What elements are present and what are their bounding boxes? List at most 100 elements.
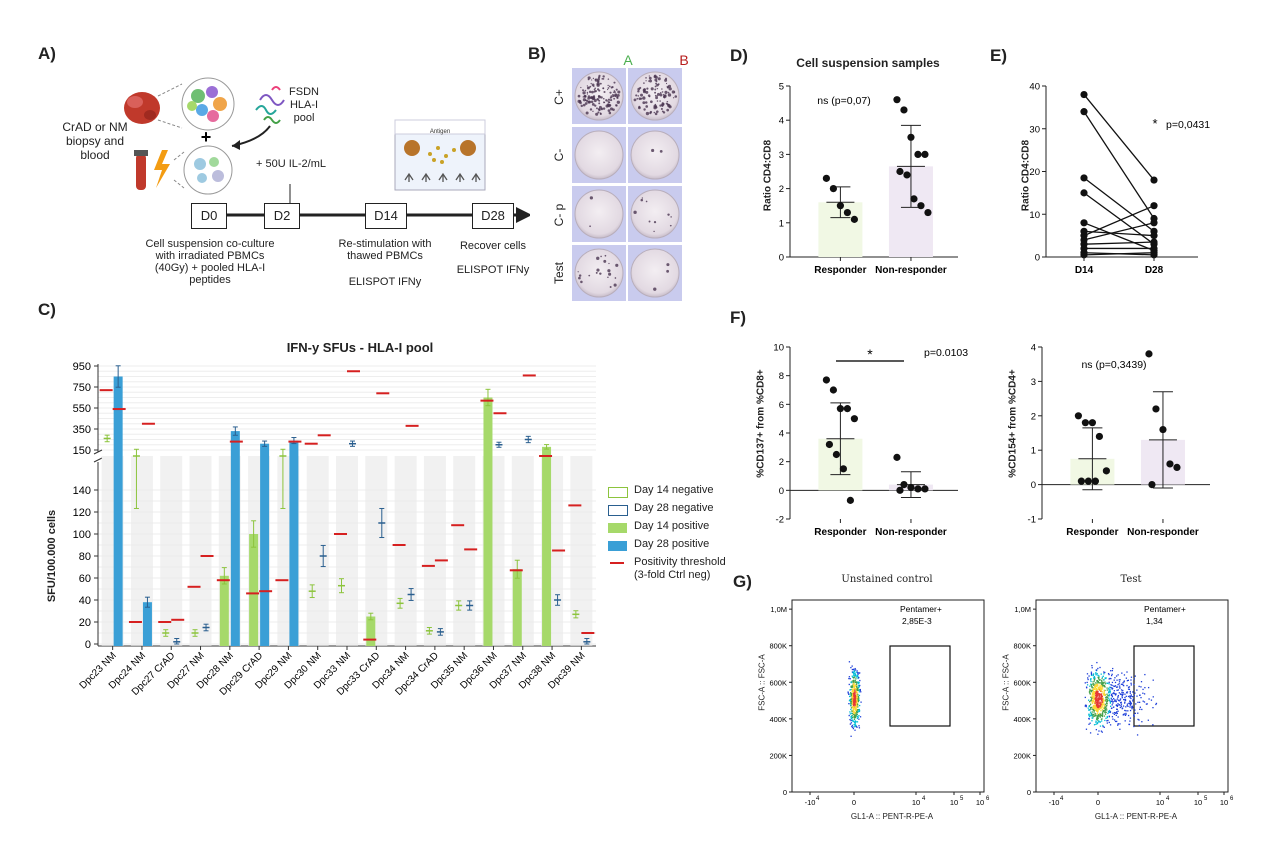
flow-event [854,681,857,684]
flow-event [852,680,855,682]
flow-event [1097,697,1100,699]
elispot-spot [609,91,612,94]
flow-event [852,699,854,701]
flow-event [1107,692,1110,694]
flow-event [1089,701,1091,703]
flow-event [1101,695,1104,698]
elispot-spot [587,96,591,100]
flow-event [1100,673,1102,675]
flow-event [1094,704,1096,707]
flow-event [855,692,857,694]
flow-event [1102,688,1104,690]
flow-event [1123,674,1126,676]
flow-event [854,708,857,710]
flow-event [1110,698,1112,700]
flow-event [850,735,852,737]
flow-event [1096,680,1099,682]
elispot-spot [608,101,611,104]
flow-event [1108,699,1110,701]
paired-line [1083,222,1155,252]
elispot-spot [600,113,602,115]
flow-event [1107,682,1109,685]
flow-event [1091,715,1093,717]
elispot-spot [664,90,668,94]
flow-event [1102,703,1104,706]
flow-event [1106,709,1108,711]
flow-event [1099,689,1102,691]
paired-line [1083,241,1155,245]
flow-event [1085,728,1088,730]
elispot-spot [617,90,621,94]
data-point [1150,232,1158,240]
data-point [1088,419,1096,427]
elispot-spot [578,276,581,280]
flow-event [1103,715,1106,717]
flow-event [1114,693,1116,695]
flow-event [1091,720,1093,722]
elispot-spot [653,220,657,224]
elispot-spot [648,95,651,98]
flow-event [1126,691,1129,693]
flow-event [1104,709,1106,711]
elispot-spot [636,97,639,100]
flow-event [1110,697,1112,699]
data-point [1080,174,1088,182]
flow-event [1107,699,1109,702]
elispot-spot [635,94,638,97]
bar-day28-positive [230,431,240,646]
flow-event [1099,713,1101,715]
elispot-spot [645,80,647,82]
elispot-spot [591,90,594,94]
elispot-spot [589,196,593,200]
elispot-spot [593,90,596,93]
flow-event [1121,707,1124,709]
elispot-spot [599,82,602,85]
flow-event [1141,721,1143,723]
flow-event [1099,714,1101,717]
elispot-spot [654,85,657,88]
flow-event [1106,687,1108,689]
flow-event [854,669,857,671]
elispot-spot [637,95,640,97]
flow-event [1131,696,1134,698]
flow-event [855,699,858,701]
flow-event [1098,676,1100,678]
flow-event [1089,714,1091,716]
flow-event [855,721,857,723]
flow-event [848,693,850,695]
flow-event [1127,710,1129,712]
elispot-spot [602,97,605,100]
flow-event [849,711,851,713]
flow-event [1087,678,1089,681]
elispot-spot [589,108,593,111]
flow-event [1104,708,1107,711]
flow-event [857,676,860,679]
flow-event [1147,686,1150,689]
elispot-spot [589,85,592,88]
flow-event [1088,709,1090,711]
flow-event [1102,692,1104,694]
flow-event [1095,728,1098,731]
flow-event [852,709,855,711]
data-point [893,453,901,461]
flow-event [1111,669,1114,672]
elispot-spot [633,98,637,102]
flow-event [1108,687,1110,689]
flow-event [1114,685,1116,688]
flow-event [857,711,859,713]
flow-event [1097,680,1099,683]
flow-event [1097,704,1099,707]
flow-event [1115,693,1117,695]
flow-event [1099,725,1102,727]
flow-event [1101,681,1103,683]
elispot-spot [597,79,600,82]
flow-event [851,719,854,721]
elispot-spot [579,100,581,102]
flow-event [1092,708,1094,710]
flow-event [857,693,859,696]
y-tick-label: 0 [85,639,91,651]
flow-event [1091,694,1093,696]
elispot-spot [655,80,658,83]
flow-event [1092,687,1094,689]
